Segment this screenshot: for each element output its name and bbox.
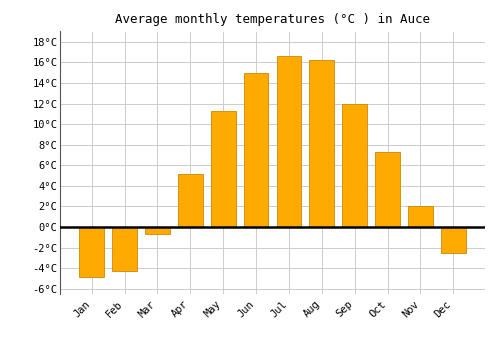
Bar bbox=[145, 227, 170, 234]
Title: Average monthly temperatures (°C ) in Auce: Average monthly temperatures (°C ) in Au… bbox=[115, 13, 430, 26]
Bar bbox=[310, 60, 334, 227]
Bar bbox=[441, 227, 466, 253]
Bar bbox=[112, 227, 137, 271]
Bar bbox=[244, 73, 268, 227]
Bar bbox=[211, 111, 236, 227]
Bar bbox=[408, 206, 433, 227]
Bar bbox=[276, 56, 301, 227]
Bar bbox=[376, 152, 400, 227]
Bar bbox=[178, 174, 203, 227]
Bar bbox=[80, 227, 104, 276]
Bar bbox=[342, 104, 367, 227]
